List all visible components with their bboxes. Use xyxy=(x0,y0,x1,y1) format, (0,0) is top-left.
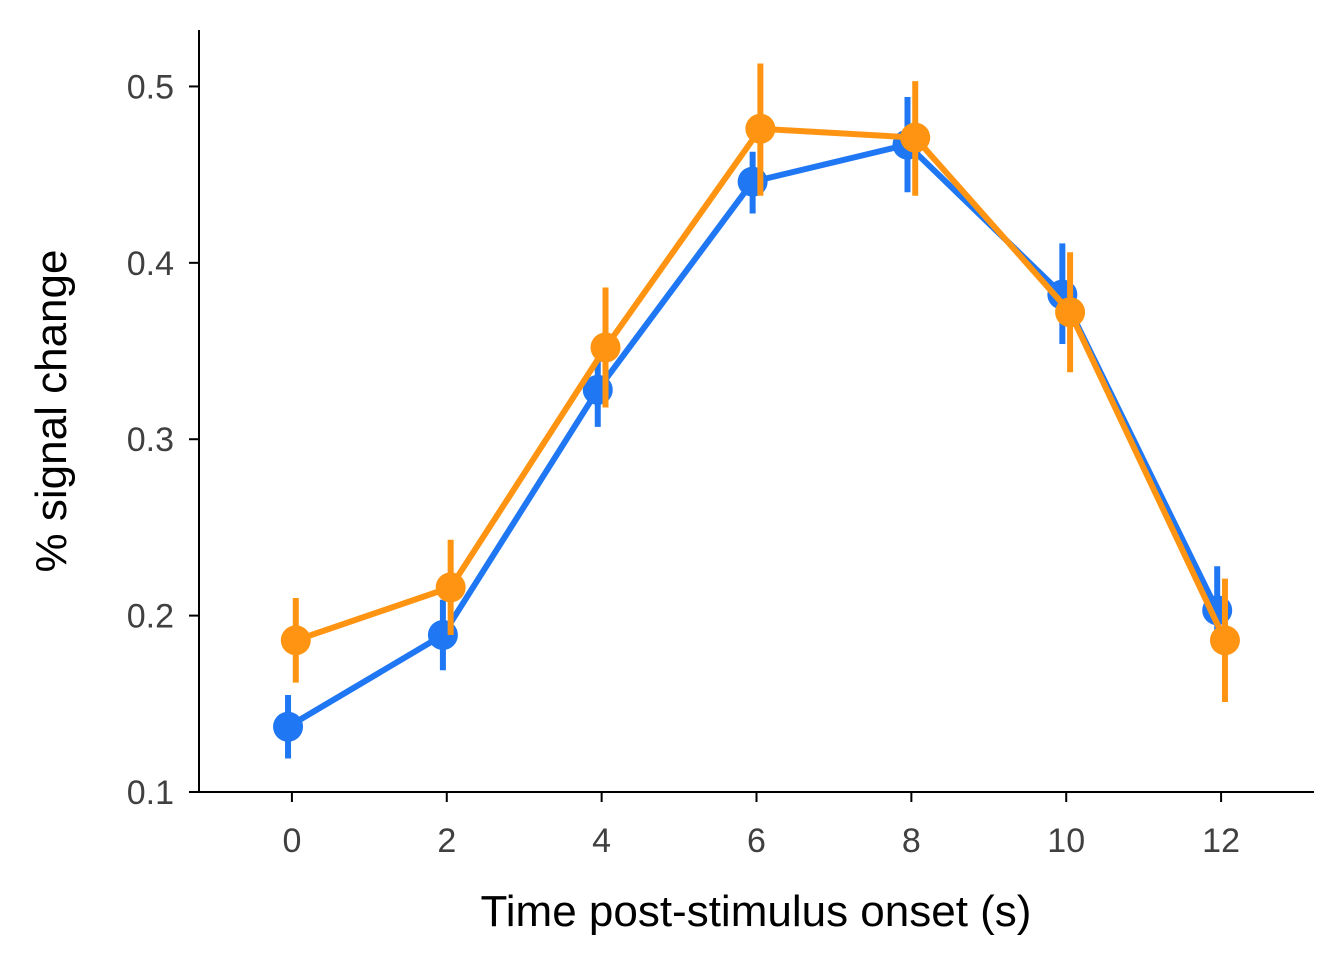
data-point xyxy=(435,572,466,603)
series-0 xyxy=(273,97,1233,759)
y-tick-label: 0.1 xyxy=(127,774,174,812)
y-tick-label: 0.4 xyxy=(127,245,174,283)
y-axis-title: % signal change xyxy=(27,250,76,573)
x-axis-title: Time post-stimulus onset (s) xyxy=(481,887,1032,936)
axis-ticks: 0 2 4 6 8 10 12 0.1 0.2 0.3 0.4 0.5 xyxy=(127,68,1240,860)
y-tick-label: 0.2 xyxy=(127,598,174,636)
y-tick-label: 0.5 xyxy=(127,68,174,106)
x-tick-label: 8 xyxy=(902,822,921,860)
x-tick-label: 0 xyxy=(282,822,301,860)
x-tick-label: 4 xyxy=(592,822,611,860)
x-tick-label: 2 xyxy=(437,822,456,860)
x-tick-label: 10 xyxy=(1047,822,1085,860)
data-point xyxy=(1055,297,1086,328)
x-tick-label: 12 xyxy=(1202,822,1240,860)
series-1 xyxy=(280,63,1240,703)
series-line xyxy=(294,125,1228,644)
data-point xyxy=(1209,625,1240,656)
plot-area xyxy=(273,63,1240,759)
data-point xyxy=(273,711,304,742)
series-line xyxy=(286,141,1220,730)
data-point xyxy=(590,332,621,363)
y-tick-label: 0.3 xyxy=(127,421,174,459)
data-point xyxy=(900,122,931,153)
data-point xyxy=(280,625,311,656)
data-point xyxy=(745,113,776,144)
x-tick-label: 6 xyxy=(747,822,766,860)
